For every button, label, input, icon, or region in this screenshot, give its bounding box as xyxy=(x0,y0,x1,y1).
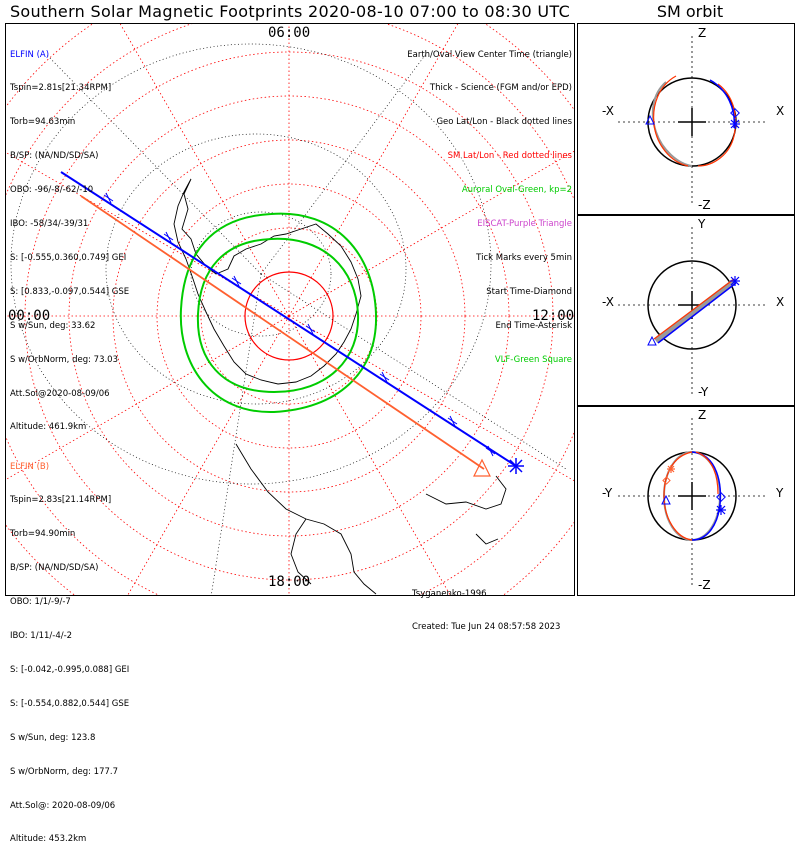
legend-item: End Time-Asterisk xyxy=(495,320,572,331)
axis-label-right: X xyxy=(776,295,785,309)
axis-label-top: Z xyxy=(698,26,707,40)
elfin-a-tick-end xyxy=(485,445,496,457)
footprint-map-svg xyxy=(6,24,574,595)
clock-label-right: 12:00 xyxy=(532,308,575,324)
legend-item: Start Time-Diamond xyxy=(486,286,572,297)
axis-label-bottom: -Y xyxy=(698,385,709,399)
elfin-a-line: S w/Sun, deg: 33.62 xyxy=(10,320,96,331)
legend: Earth/Oval View Center Time (triangle) T… xyxy=(407,27,572,377)
legend-item: Auroral Oval-Green, kp=2 xyxy=(461,185,572,196)
elfin-a-info: ELFIN (A) Tspin=2.81s[21.34RPM] Torb=94.… xyxy=(10,27,129,445)
elfin-a-line: S: [-0.555,0.360,0.749] GEI xyxy=(10,252,127,263)
elfin-a-line: S: [0.833,-0.097,0.544] GSE xyxy=(10,286,130,297)
clock-label-top: 06:00 xyxy=(268,25,311,41)
elfin-a-track xyxy=(60,171,524,474)
elfin-a-line: Torb=94.63min xyxy=(10,117,76,128)
elfin-b-line: B/SP: (NA/ND/SD/SA) xyxy=(10,563,99,574)
orbit-panel-yz-svg xyxy=(618,418,768,586)
axis-label-left: -Y xyxy=(602,486,613,500)
created-timestamp: Created: Tue Jun 24 08:57:58 2023 xyxy=(412,622,561,633)
credits: Tsyganenko-1996 Created: Tue Jun 24 08:5… xyxy=(412,566,560,645)
coastlines xyxy=(173,178,507,595)
model-credit: Tsyganenko-1996 xyxy=(412,588,487,599)
elfin-b-header: ELFIN (B) xyxy=(10,461,50,472)
orbit-panel-xz: Z -Z -X X xyxy=(577,23,795,216)
elfin-a-end-asterisk xyxy=(508,458,524,474)
elfin-a-line: Tspin=2.81s[21.34RPM] xyxy=(10,83,112,94)
legend-item: VLF-Green Square xyxy=(494,354,572,365)
axis-label-top: Y xyxy=(698,217,706,231)
elfin-b-line: S w/OrbNorm, deg: 177.7 xyxy=(10,766,119,777)
elfin-a-line: OBO: -96/-8/-62/-10 xyxy=(10,185,94,196)
elfin-a-line: Att.Sol@2020-08-09/06 xyxy=(10,388,110,399)
axis-label-right: X xyxy=(776,104,785,118)
elfin-a-line: Altitude: 461.9km xyxy=(10,422,87,433)
footprint-map xyxy=(5,23,575,596)
axis-label-right: Y xyxy=(776,486,784,500)
elfin-a-line: IBO: -58/34/-39/31 xyxy=(10,219,89,230)
sm-pole-circle xyxy=(244,271,334,361)
elfin-b-line: IBO: 1/11/-4/-2 xyxy=(10,631,73,642)
elfin-a-line: S w/OrbNorm, deg: 73.03 xyxy=(10,354,119,365)
clock-label-left: 00:00 xyxy=(8,308,51,324)
elfin-b-line: Tspin=2.83s[21.14RPM] xyxy=(10,495,112,506)
geo-grid xyxy=(10,43,567,595)
orbit-panel-xz-svg xyxy=(618,36,768,204)
elfin-b-line: Altitude: 453.2km xyxy=(10,834,87,845)
elfin-b-line: S w/Sun, deg: 123.8 xyxy=(10,732,96,743)
elfin-b-line: OBO: 1/1/-9/-7 xyxy=(10,597,71,608)
legend-item: EISCAT-Purple Triangle xyxy=(477,219,572,230)
elfin-b-line: S: [-0.554,0.882,0.544] GSE xyxy=(10,698,130,709)
orbit-panel-xy-svg xyxy=(618,227,768,395)
elfin-b-track xyxy=(80,195,491,477)
elfin-a-header: ELFIN (A) xyxy=(10,49,50,60)
axis-label-top: Z xyxy=(698,408,707,422)
elfin-b-line: Torb=94.90min xyxy=(10,529,76,540)
legend-item: Tick Marks every 5min xyxy=(476,252,572,263)
axis-label-bottom: -Z xyxy=(698,578,711,592)
elfin-b-line: Att.Sol@: 2020-08-09/06 xyxy=(10,800,116,811)
orbit-panel-xy: Y -Y -X X xyxy=(577,214,795,407)
orbit-title: SM orbit xyxy=(656,2,724,21)
axis-label-left: -X xyxy=(602,104,614,118)
axis-label-left: -X xyxy=(602,295,614,309)
orbit-panel-yz: Z -Z -Y Y xyxy=(577,405,795,596)
elfin-b-center-triangle xyxy=(473,458,491,477)
legend-item: Earth/Oval View Center Time (triangle) xyxy=(407,49,572,60)
legend-item: Thick - Science (FGM and/or EPD) xyxy=(429,83,572,94)
elfin-b-info: ELFIN (B) Tspin=2.83s[21.14RPM] Torb=94.… xyxy=(10,439,129,857)
elfin-b-line: S: [-0.042,-0.995,0.088] GEI xyxy=(10,664,130,675)
legend-item: SM Lat/Lon - Red dotted lines xyxy=(447,151,572,162)
clock-label-bottom: 18:00 xyxy=(268,574,311,590)
elfin-a-line: B/SP: (NA/ND/SD/SA) xyxy=(10,151,99,162)
elfin-a-tick-marks xyxy=(103,192,458,427)
legend-item: Geo Lat/Lon - Black dotted lines xyxy=(436,117,572,128)
main-title: Southern Solar Magnetic Footprints 2020-… xyxy=(9,2,571,21)
axis-label-bottom: -Z xyxy=(698,198,711,212)
